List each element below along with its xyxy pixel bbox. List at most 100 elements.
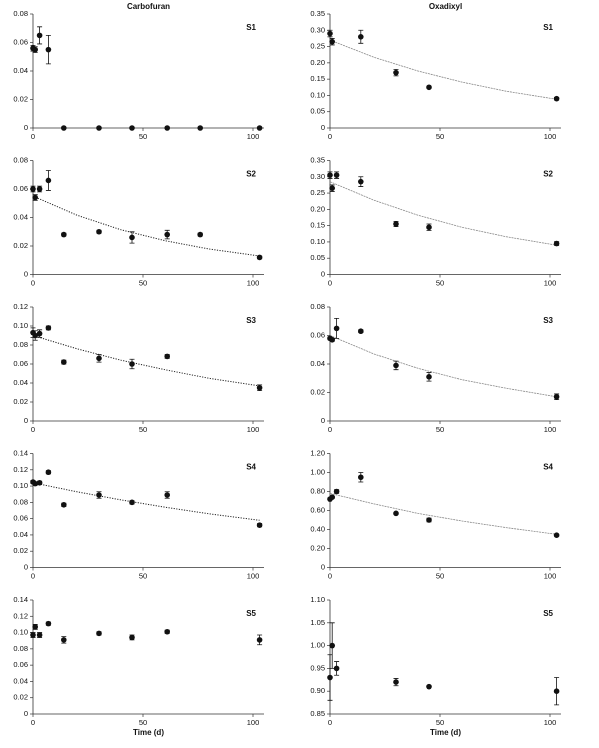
y-tick-label: 0.08 [13,155,28,164]
data-point [129,361,135,367]
x-tick-label: 100 [247,132,260,141]
data-point [61,231,67,238]
y-tick-label: 0.06 [13,514,28,523]
y-tick-label: 0.60 [310,505,325,514]
data-point [32,46,38,53]
x-tick-label: 50 [436,278,444,287]
panel-label: S4 [246,463,256,472]
y-tick-label: 0.02 [13,94,28,103]
y-tick-label: 0.95 [310,663,325,672]
y-tick-label: 0 [24,562,28,571]
x-tick-label: 100 [544,571,557,580]
y-tick-label: 0.02 [13,546,28,555]
y-tick-label: 0.08 [310,302,325,311]
data-point [256,522,263,528]
x-tick-label: 100 [247,571,260,580]
y-tick-label: 1.10 [310,595,325,604]
data-point [96,228,102,235]
data-point [45,325,52,331]
data-point [426,374,432,380]
data-point [553,532,560,538]
data-point [129,125,135,131]
y-tick-label: 0.90 [310,686,325,695]
y-tick-label: 1.00 [310,641,325,650]
panel: 0 0.02 0.04 0.06 0.08 0.10 0.12 0 50 100 S3 [13,302,264,434]
data-point [333,172,340,178]
data-point [61,637,67,643]
panel-label: S4 [543,463,553,472]
data-point [61,502,67,508]
y-tick-label: 0.15 [310,74,325,83]
data-point [164,231,170,238]
y-tick-label: 0.10 [13,321,28,330]
data-point [553,240,560,247]
data-point [327,674,333,681]
y-tick-label: 0.14 [13,448,28,457]
y-tick-label: 0 [321,123,325,132]
panel: 0 0.05 0.10 0.15 0.20 0.25 0.30 0.35 0 50 100 S2 [310,155,561,287]
panel: 0 0.05 0.10 0.15 0.20 0.25 0.30 0.35 0 50 100 S1 Oxa… [310,2,561,141]
x-tick-label: 100 [544,132,557,141]
y-tick-label: 0.85 [310,709,325,718]
y-tick-label: 0.06 [13,660,28,669]
data-point [426,84,432,91]
data-point [329,185,336,191]
y-tick-label: 0 [24,123,28,132]
panel-label: S2 [246,170,256,179]
y-tick-label: 0.15 [310,221,325,230]
y-tick-label: 0.12 [13,611,28,620]
panel-label: S1 [246,23,256,32]
data-point [426,224,432,231]
data-point [553,393,560,400]
data-point [358,474,364,481]
data-point [164,125,170,131]
y-tick-label: 0.02 [13,397,28,406]
data-point [553,688,560,694]
x-tick-label: 0 [328,425,332,434]
y-tick-label: 1.05 [310,618,325,627]
y-tick-label: 1.20 [310,448,325,457]
y-tick-label: 0.30 [310,25,325,34]
y-tick-label: 0.08 [13,340,28,349]
panel-label: S5 [543,609,553,618]
data-point [96,492,102,498]
y-tick-label: 0.14 [13,595,28,604]
x-axis-label: Time (d) [430,728,461,737]
data-point [32,332,38,339]
data-point [393,510,399,517]
x-tick-label: 0 [31,278,35,287]
fit-curve [32,195,260,257]
y-tick-label: 0.08 [13,497,28,506]
fit-curve [32,335,260,387]
data-point [129,499,135,506]
data-point [129,634,135,641]
y-tick-label: 0.12 [13,465,28,474]
panel: 0 0.02 0.04 0.06 0.08 0 50 100 S3 [310,302,561,434]
y-tick-label: 0.06 [13,359,28,368]
x-tick-label: 100 [247,718,260,727]
x-tick-label: 0 [328,132,332,141]
y-tick-label: 0.06 [13,37,28,46]
data-point [333,665,340,672]
y-tick-label: 0 [321,562,325,571]
x-tick-label: 50 [436,571,444,580]
data-point [45,469,52,476]
y-tick-label: 0.08 [13,9,28,18]
x-tick-label: 0 [328,718,332,727]
y-tick-label: 0.04 [310,359,325,368]
y-tick-label: 0 [24,709,28,718]
data-point [96,125,102,131]
fit-curve [329,181,557,246]
x-tick-label: 100 [247,425,260,434]
x-tick-label: 0 [31,571,35,580]
y-tick-label: 0.35 [310,155,325,164]
panel: 0 0.20 0.40 0.60 0.80 1.00 1.20 0 50 100 S4 [310,448,561,580]
data-point [358,178,364,185]
y-tick-label: 0.10 [13,628,28,637]
panel: 0 0.02 0.04 0.06 0.08 0 50 100 S2 [13,155,264,287]
panel-label: S5 [246,609,256,618]
x-tick-label: 0 [31,425,35,434]
data-point [32,624,38,630]
data-point [256,125,263,131]
